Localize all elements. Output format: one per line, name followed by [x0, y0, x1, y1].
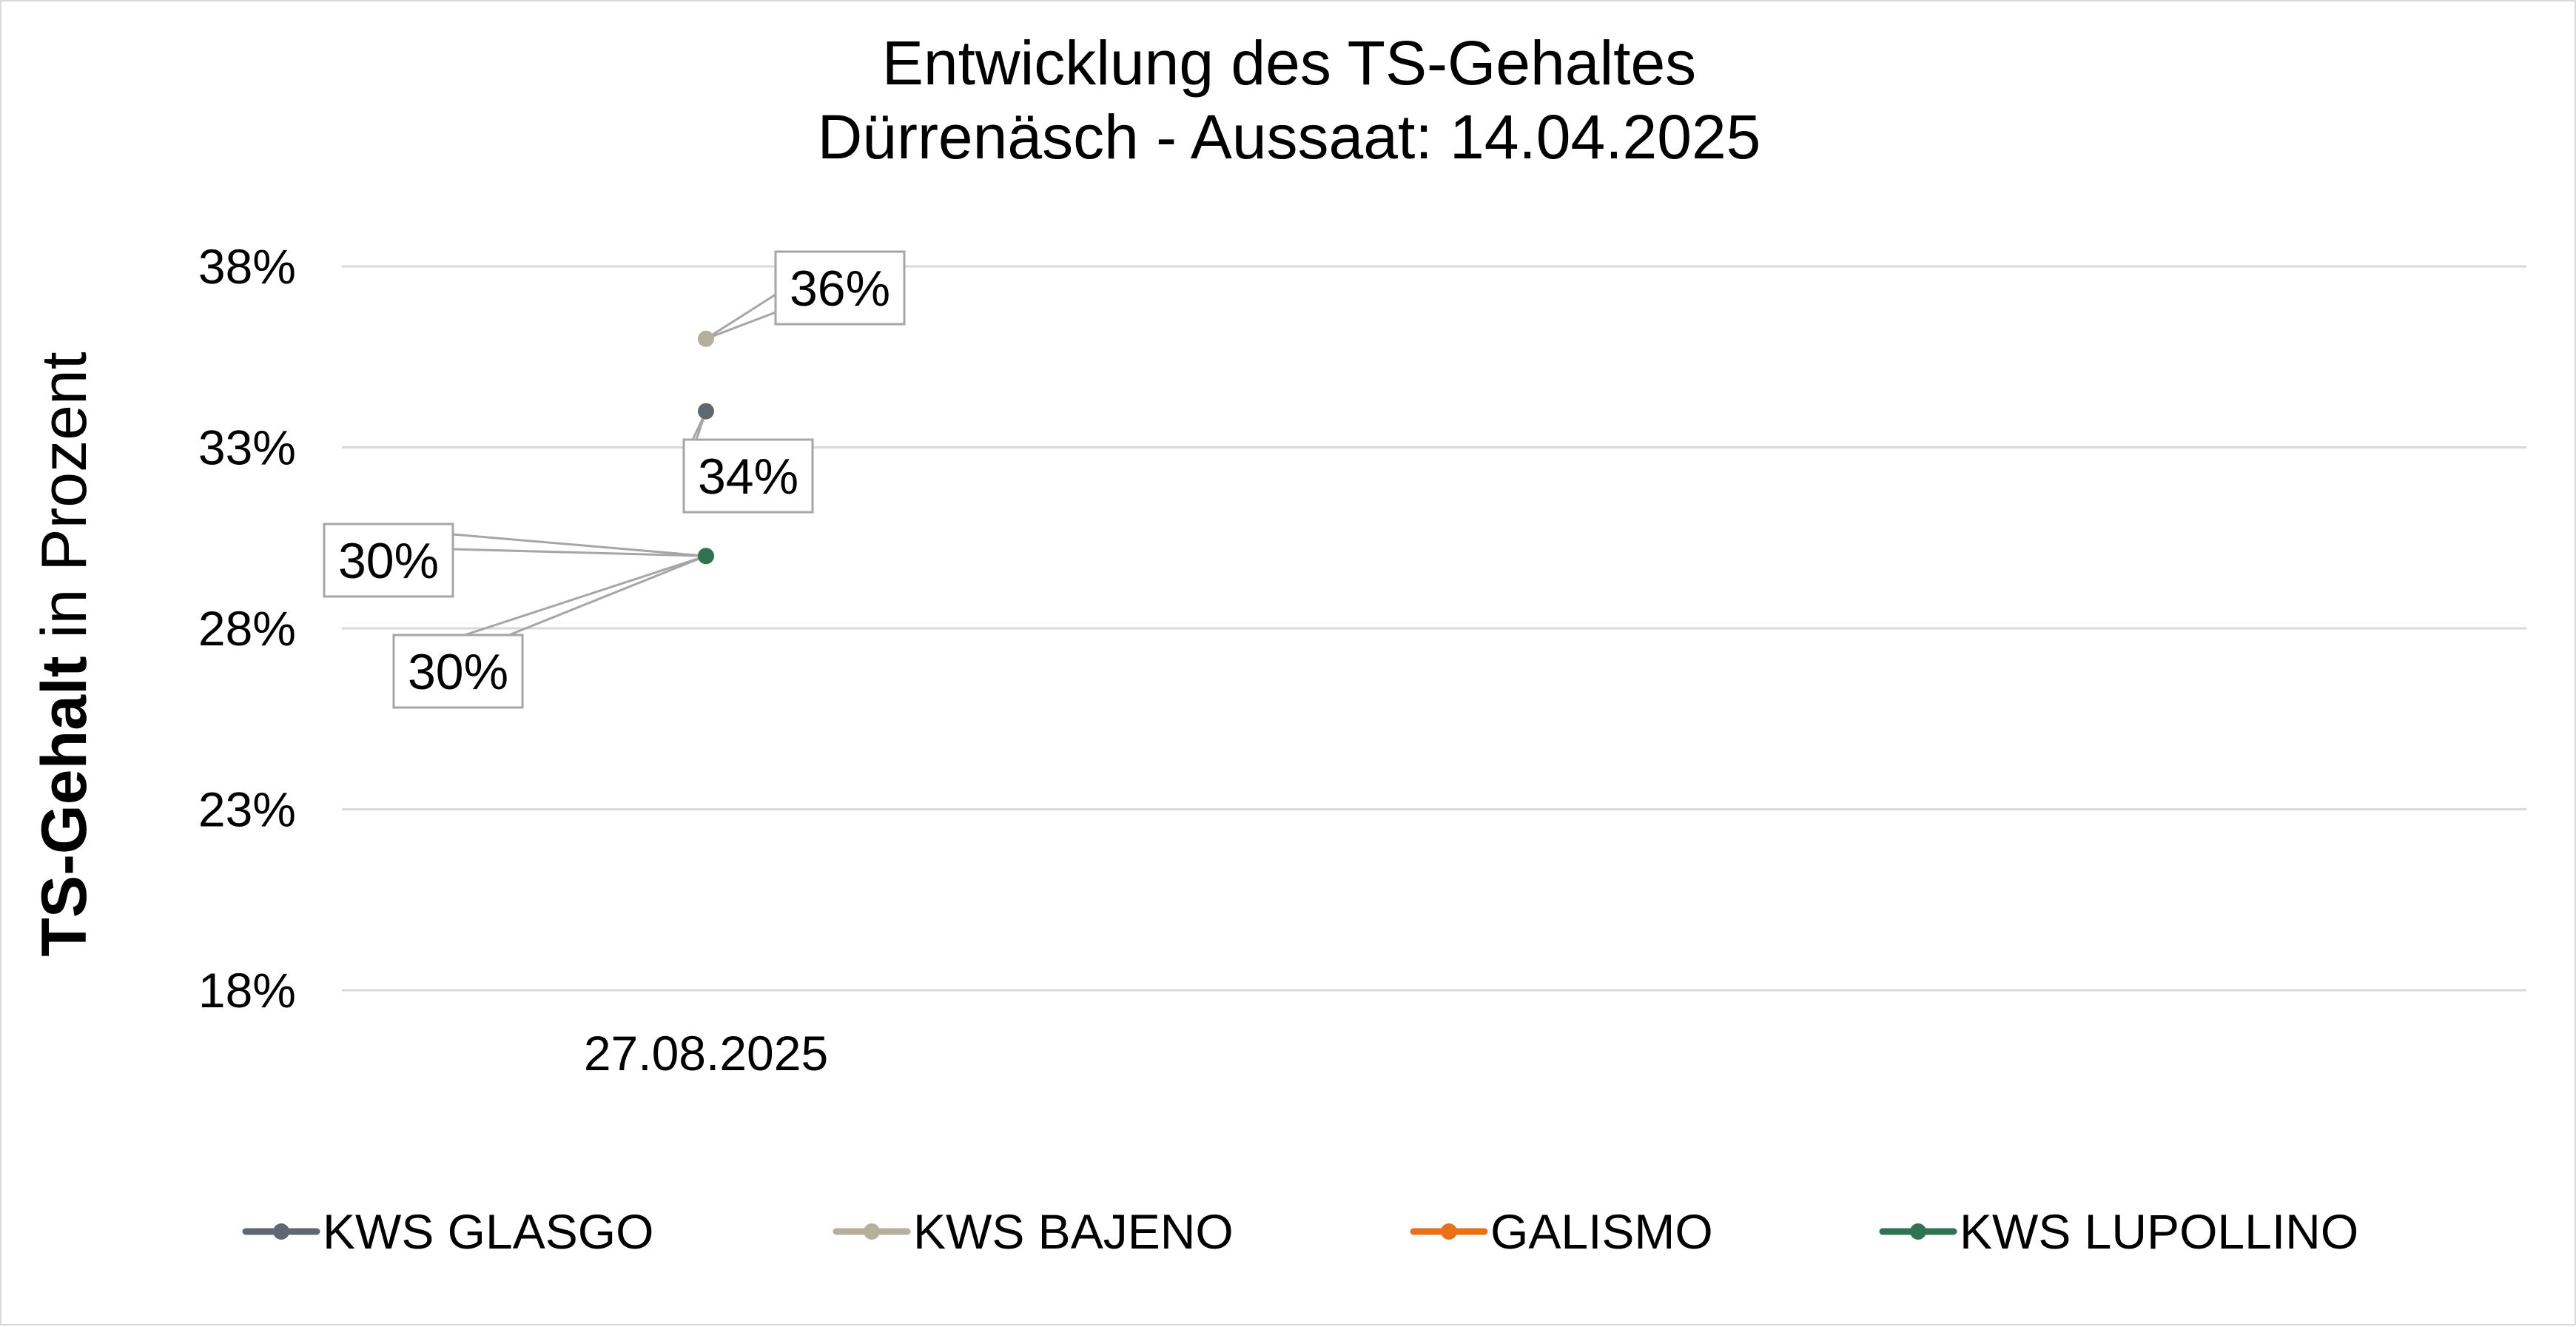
data-label: 34%	[698, 449, 798, 505]
legend: KWS GLASGO KWS BAJENO GALISMO KWS LUPOLLINO	[242, 1204, 2358, 1259]
y-tick-labels: 38% 33% 28% 23% 18%	[198, 239, 296, 1018]
legend-marker	[1441, 1223, 1457, 1240]
y-tick-label: 18%	[198, 963, 296, 1018]
data-point	[698, 548, 714, 565]
y-axis-label: TS-Gehalt in Prozent	[29, 352, 100, 956]
y-tick-label: 23%	[198, 782, 296, 837]
y-tick-label: 33%	[198, 420, 296, 475]
y-axis-label-rest: in Prozent	[29, 352, 100, 656]
chart-title: Entwicklung des TS-Gehaltes	[882, 28, 1696, 98]
data-label: 36%	[790, 261, 890, 317]
data-points	[698, 330, 714, 565]
x-tick-label: 27.08.2025	[584, 1026, 828, 1081]
data-label: 30%	[408, 644, 508, 700]
y-tick-label: 28%	[198, 601, 296, 656]
legend-marker	[864, 1223, 880, 1240]
data-label-box	[323, 523, 454, 598]
y-tick-label: 38%	[198, 239, 296, 294]
data-point	[698, 330, 714, 347]
chart-subtitle: Dürrenäsch - Aussaat: 14.04.2025	[818, 102, 1761, 172]
legend-marker	[1910, 1223, 1926, 1240]
data-label-box	[682, 438, 814, 514]
legend-label: GALISMO	[1490, 1204, 1713, 1259]
legend-marker	[273, 1223, 289, 1240]
data-labels: 30% 34% 36% 30%	[323, 250, 906, 709]
legend-label: KWS LUPOLLINO	[1960, 1204, 2358, 1259]
data-label-box	[392, 634, 524, 709]
legend-label: KWS GLASGO	[323, 1204, 653, 1259]
y-axis-label-bold: TS-Gehalt	[29, 656, 100, 956]
x-tick-labels: 27.08.2025	[584, 1026, 828, 1081]
data-label-leader	[464, 554, 707, 636]
legend-label: KWS BAJENO	[913, 1204, 1234, 1259]
data-point	[698, 403, 714, 420]
data-label: 30%	[338, 533, 439, 589]
data-label-leader	[705, 292, 777, 340]
data-label-box	[774, 250, 906, 326]
gridlines	[342, 265, 2526, 992]
data-label-leader	[451, 533, 707, 557]
